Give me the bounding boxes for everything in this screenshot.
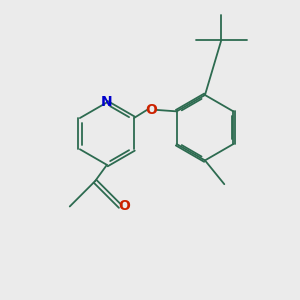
Text: N: N (101, 95, 113, 110)
Text: O: O (118, 200, 130, 214)
Text: O: O (146, 103, 158, 117)
